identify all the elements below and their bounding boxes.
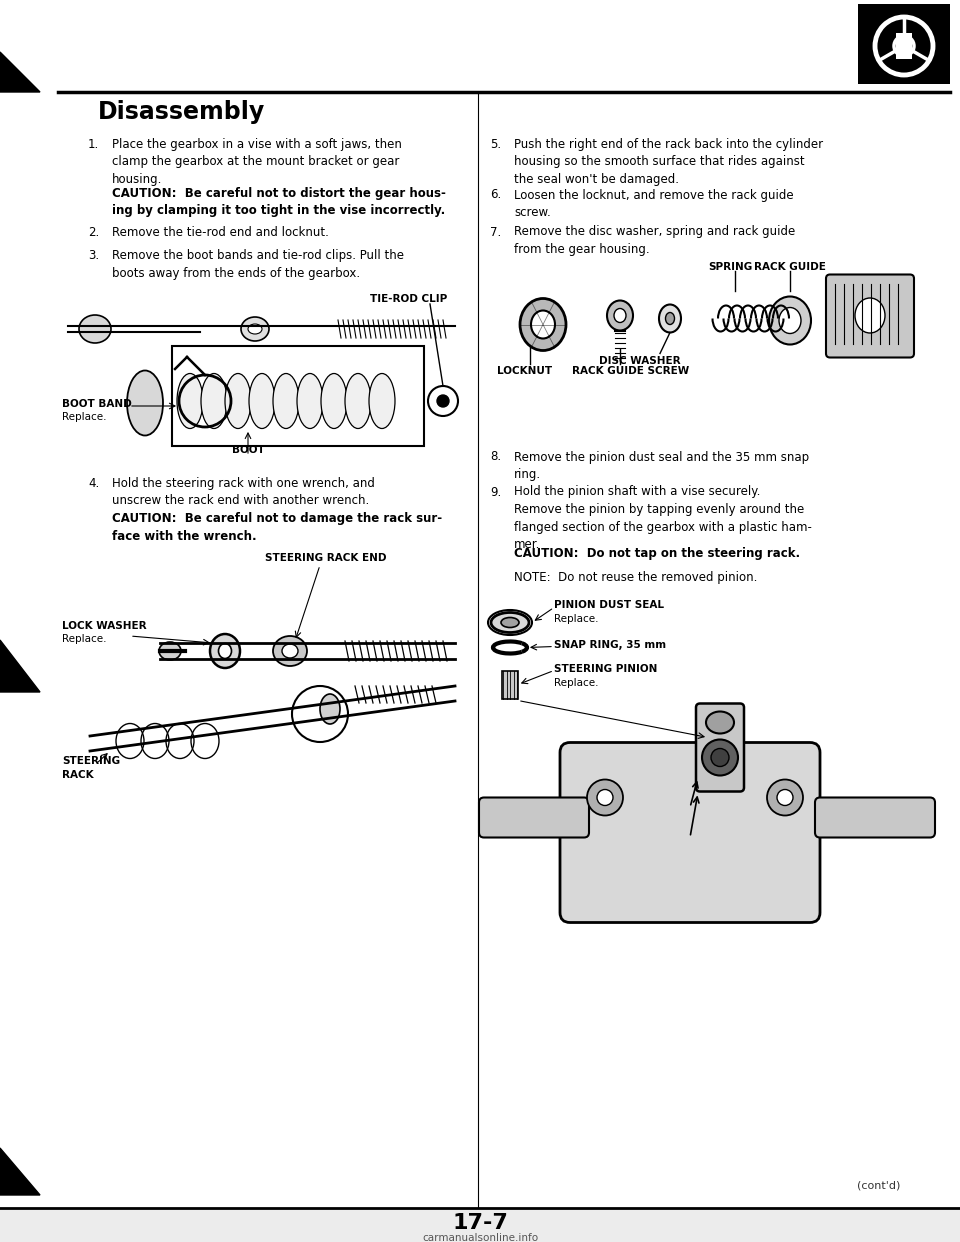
Text: NOTE:  Do not reuse the removed pinion.: NOTE: Do not reuse the removed pinion. <box>514 571 757 584</box>
Polygon shape <box>0 1148 40 1195</box>
Ellipse shape <box>520 298 566 350</box>
Text: 2.: 2. <box>88 226 99 238</box>
Text: CAUTION:  Be careful not to damage the rack sur-
face with the wrench.: CAUTION: Be careful not to damage the ra… <box>112 512 443 543</box>
Ellipse shape <box>79 315 111 343</box>
Text: 5.: 5. <box>490 138 501 152</box>
Text: Replace.: Replace. <box>554 677 598 688</box>
Text: Place the gearbox in a vise with a soft jaws, then
clamp the gearbox at the moun: Place the gearbox in a vise with a soft … <box>112 138 402 186</box>
Text: SPRING: SPRING <box>708 262 752 272</box>
Text: 4.: 4. <box>88 477 99 491</box>
Polygon shape <box>0 52 40 92</box>
Ellipse shape <box>159 642 181 660</box>
Text: (cont'd): (cont'd) <box>856 1180 900 1190</box>
Ellipse shape <box>177 374 203 428</box>
Ellipse shape <box>320 694 340 724</box>
Text: STEERING
RACK: STEERING RACK <box>62 756 120 780</box>
Text: Remove the tie-rod end and locknut.: Remove the tie-rod end and locknut. <box>112 226 329 238</box>
Ellipse shape <box>614 308 626 323</box>
Text: Replace.: Replace. <box>62 633 107 645</box>
Ellipse shape <box>607 301 633 330</box>
Circle shape <box>597 790 613 806</box>
Text: Push the right end of the rack back into the cylinder
housing so the smooth surf: Push the right end of the rack back into… <box>514 138 823 186</box>
Ellipse shape <box>273 636 307 666</box>
Ellipse shape <box>345 374 371 428</box>
Text: BOOT BAND: BOOT BAND <box>62 399 132 409</box>
Ellipse shape <box>248 324 262 334</box>
Ellipse shape <box>282 645 298 658</box>
Text: 6.: 6. <box>490 189 501 201</box>
Ellipse shape <box>127 370 163 436</box>
Text: 17-7: 17-7 <box>452 1213 508 1233</box>
Ellipse shape <box>273 374 299 428</box>
Text: RACK GUIDE SCREW: RACK GUIDE SCREW <box>572 365 689 375</box>
Text: Hold the pinion shaft with a vise securely.
Remove the pinion by tapping evenly : Hold the pinion shaft with a vise secure… <box>514 486 812 551</box>
Text: 9.: 9. <box>490 486 501 498</box>
Text: carmanualsonline.info: carmanualsonline.info <box>422 1233 538 1242</box>
Circle shape <box>711 749 729 766</box>
Ellipse shape <box>241 317 269 342</box>
Text: Replace.: Replace. <box>554 614 598 623</box>
Text: LOCKNUT: LOCKNUT <box>497 365 552 375</box>
Ellipse shape <box>491 612 529 632</box>
Text: 1.: 1. <box>88 138 99 152</box>
Bar <box>896 34 912 60</box>
Bar <box>172 347 424 446</box>
Text: Replace.: Replace. <box>62 412 107 422</box>
Text: PINION DUST SEAL: PINION DUST SEAL <box>554 600 664 611</box>
Text: Remove the disc washer, spring and rack guide
from the gear housing.: Remove the disc washer, spring and rack … <box>514 226 795 256</box>
Text: STEERING PINION: STEERING PINION <box>554 664 658 674</box>
Text: CAUTION:  Do not tap on the steering rack.: CAUTION: Do not tap on the steering rack… <box>514 548 800 560</box>
Text: SNAP RING, 35 mm: SNAP RING, 35 mm <box>554 641 666 651</box>
Ellipse shape <box>210 633 240 668</box>
FancyBboxPatch shape <box>815 797 935 837</box>
Text: Remove the boot bands and tie-rod clips. Pull the
boots away from the ends of th: Remove the boot bands and tie-rod clips.… <box>112 248 404 279</box>
Text: Loosen the locknut, and remove the rack guide
screw.: Loosen the locknut, and remove the rack … <box>514 189 794 219</box>
Circle shape <box>437 395 449 407</box>
Ellipse shape <box>501 617 519 627</box>
Ellipse shape <box>665 313 675 324</box>
Text: Hold the steering rack with one wrench, and
unscrew the rack end with another wr: Hold the steering rack with one wrench, … <box>112 477 374 508</box>
Ellipse shape <box>659 304 681 333</box>
Circle shape <box>702 739 738 775</box>
Text: 3.: 3. <box>88 248 99 262</box>
Ellipse shape <box>855 298 885 333</box>
Bar <box>502 671 518 698</box>
FancyBboxPatch shape <box>696 703 744 791</box>
Ellipse shape <box>531 310 555 339</box>
Circle shape <box>587 780 623 816</box>
Ellipse shape <box>201 374 227 428</box>
Text: LOCK WASHER: LOCK WASHER <box>62 621 147 631</box>
Text: Disassembly: Disassembly <box>98 101 265 124</box>
Ellipse shape <box>219 643 231 658</box>
Ellipse shape <box>297 374 323 428</box>
Ellipse shape <box>321 374 347 428</box>
Ellipse shape <box>706 712 734 734</box>
Circle shape <box>777 790 793 806</box>
Text: 8.: 8. <box>490 451 501 463</box>
Ellipse shape <box>225 374 251 428</box>
Text: Remove the pinion dust seal and the 35 mm snap
ring.: Remove the pinion dust seal and the 35 m… <box>514 451 809 481</box>
Polygon shape <box>0 640 40 692</box>
Text: RACK GUIDE: RACK GUIDE <box>754 262 826 272</box>
Bar <box>858 4 950 84</box>
FancyBboxPatch shape <box>560 743 820 923</box>
FancyBboxPatch shape <box>479 797 589 837</box>
Text: DISC WASHER: DISC WASHER <box>599 355 681 365</box>
Bar <box>0 1208 960 1242</box>
Ellipse shape <box>779 308 801 334</box>
Text: STEERING RACK END: STEERING RACK END <box>265 553 387 563</box>
Circle shape <box>767 780 803 816</box>
Text: 7.: 7. <box>490 226 501 238</box>
FancyBboxPatch shape <box>826 274 914 358</box>
Ellipse shape <box>769 297 811 344</box>
Ellipse shape <box>249 374 275 428</box>
Text: TIE-ROD CLIP: TIE-ROD CLIP <box>370 294 447 304</box>
Text: BOOT: BOOT <box>232 445 265 455</box>
Ellipse shape <box>369 374 395 428</box>
Text: CAUTION:  Be careful not to distort the gear hous-
ing by clamping it too tight : CAUTION: Be careful not to distort the g… <box>112 186 445 217</box>
